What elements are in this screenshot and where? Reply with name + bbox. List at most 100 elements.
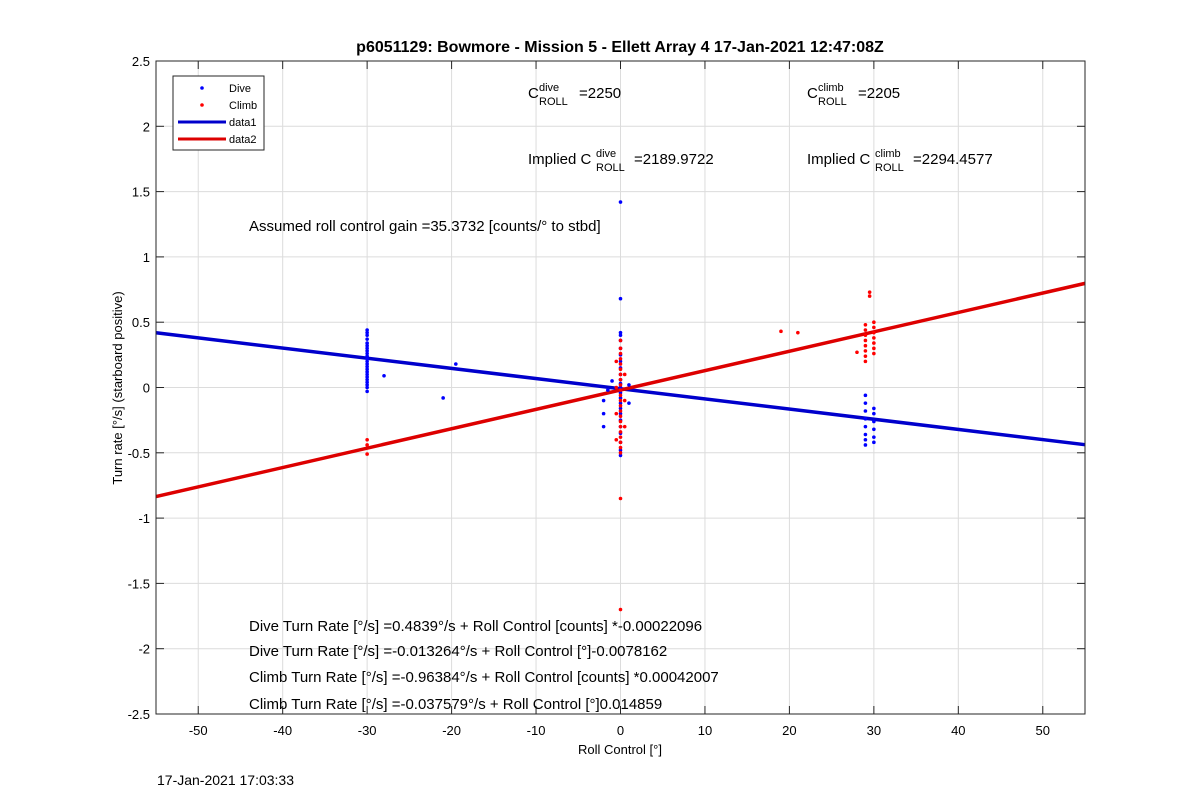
point-dive xyxy=(872,435,876,439)
svg-text:dive: dive xyxy=(596,148,616,160)
x-axis-ticks: -50 -40 -30 -20 -10 0 10 20 30 40 50 xyxy=(189,61,1050,738)
point-climb xyxy=(867,294,872,298)
x-tick-label: 10 xyxy=(698,723,712,738)
point-climb xyxy=(618,419,623,424)
point-climb xyxy=(872,330,876,335)
c-subscript-roll: ROLL xyxy=(539,96,568,108)
x-tick-label: -50 xyxy=(189,723,208,738)
point-climb xyxy=(618,367,623,372)
point-dive xyxy=(365,389,369,394)
point-dive xyxy=(618,448,623,452)
point-climb xyxy=(863,343,868,348)
y-tick-label: -2.5 xyxy=(128,707,150,722)
point-dive xyxy=(863,443,868,447)
point-climb xyxy=(618,430,623,434)
svg-text:ROLL: ROLL xyxy=(818,96,847,108)
point-climb xyxy=(622,372,627,377)
point-climb xyxy=(618,338,623,343)
point-climb xyxy=(618,435,623,439)
point-climb xyxy=(618,451,623,455)
c-subscript-roll: ROLL xyxy=(875,162,904,174)
point-dive xyxy=(863,409,868,413)
point-dive xyxy=(365,380,369,385)
c-superscript-climb: climb xyxy=(818,82,844,94)
point-dive xyxy=(863,432,868,437)
point-climb xyxy=(872,320,876,325)
c-superscript-dive: dive xyxy=(539,82,559,94)
c-superscript-climb: climb xyxy=(875,148,901,160)
point-dive xyxy=(365,349,369,353)
legend-label-dive: Dive xyxy=(229,83,251,95)
point-climb xyxy=(872,346,876,351)
x-tick-label: -40 xyxy=(273,723,292,738)
point-dive xyxy=(872,419,876,424)
point-dive xyxy=(618,330,623,335)
point-dive xyxy=(863,417,868,421)
point-climb xyxy=(863,333,868,338)
point-dive xyxy=(365,341,369,345)
annotation-c-roll-dive: C dive ROLL =2250 xyxy=(528,82,621,108)
point-dive xyxy=(365,346,369,351)
point-dive xyxy=(627,401,631,405)
x-tick-label: 50 xyxy=(1036,723,1050,738)
point-climb xyxy=(618,414,623,419)
point-dive xyxy=(365,343,369,348)
point-dive xyxy=(863,393,868,398)
point-climb xyxy=(618,607,623,612)
point-climb xyxy=(872,325,876,330)
x-tick-label: -30 xyxy=(358,723,377,738)
data-points xyxy=(365,200,876,612)
print-timestamp: 17-Jan-2021 17:03:33 xyxy=(157,772,294,788)
y-tick-label: -2 xyxy=(138,642,150,657)
x-axis-label: Roll Control [°] xyxy=(578,742,662,757)
point-climb xyxy=(365,452,369,456)
point-climb xyxy=(796,330,800,335)
legend-label-climb: Climb xyxy=(229,100,257,112)
legend-marker-dive xyxy=(200,86,204,90)
c-roll-dive-value: =2250 xyxy=(579,85,621,102)
point-climb xyxy=(614,359,619,364)
point-climb xyxy=(867,290,872,294)
point-dive xyxy=(610,379,614,383)
svg-text:Implied C: Implied C xyxy=(528,151,592,168)
annotation-assumed-gain: Assumed roll control gain =35.3732 [coun… xyxy=(249,218,601,235)
point-dive xyxy=(618,390,623,395)
point-climb xyxy=(872,341,876,345)
point-dive xyxy=(627,383,631,387)
point-dive xyxy=(601,411,606,416)
svg-text:climb: climb xyxy=(818,82,844,94)
point-climb xyxy=(863,338,868,343)
point-climb xyxy=(622,424,627,429)
point-dive xyxy=(872,411,876,416)
svg-text:=2250: =2250 xyxy=(579,85,621,102)
point-climb xyxy=(863,323,868,327)
y-tick-label: 2.5 xyxy=(132,54,150,69)
point-climb xyxy=(618,409,623,413)
c-subscript-roll: ROLL xyxy=(596,162,625,174)
annotation-implied-c-roll-climb: Implied C climb ROLL =2294.4577 xyxy=(807,148,993,174)
fit-equation-climb-counts: Climb Turn Rate [°/s] =-0.96384°/s + Rol… xyxy=(249,669,719,686)
point-climb xyxy=(618,377,623,382)
x-tick-label: -10 xyxy=(527,723,546,738)
point-dive xyxy=(365,330,369,335)
point-climb xyxy=(863,359,868,364)
point-dive xyxy=(365,333,369,338)
point-dive xyxy=(365,367,369,372)
point-climb xyxy=(614,437,619,442)
point-dive xyxy=(863,401,868,405)
svg-text:C: C xyxy=(528,85,539,102)
x-tick-label: 40 xyxy=(951,723,965,738)
point-dive xyxy=(365,362,369,366)
point-climb xyxy=(618,440,623,445)
point-climb xyxy=(622,398,627,403)
x-tick-label: -20 xyxy=(442,723,461,738)
y-tick-label: 2 xyxy=(143,119,150,134)
point-dive xyxy=(601,398,606,403)
point-dive xyxy=(606,388,610,392)
svg-text:=2294.4577: =2294.4577 xyxy=(913,151,993,168)
legend-label-data2: data2 xyxy=(229,134,257,146)
legend-label-data1: data1 xyxy=(229,117,257,129)
point-climb xyxy=(614,411,619,416)
fit-equation-dive-degrees: Dive Turn Rate [°/s] =-0.013264°/s + Rol… xyxy=(249,643,667,660)
